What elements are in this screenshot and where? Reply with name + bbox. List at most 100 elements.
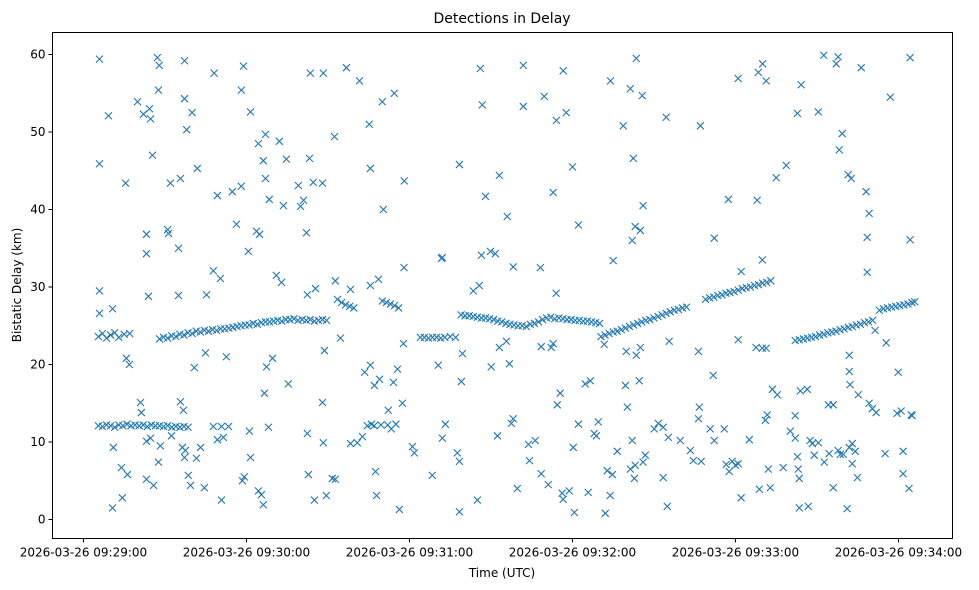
data-point-marker (290, 314, 298, 323)
data-point-marker (318, 179, 327, 188)
data-point-marker (537, 342, 546, 351)
data-point-marker (709, 293, 718, 301)
data-point-marker (370, 381, 379, 390)
data-point-marker (453, 448, 462, 457)
data-point-marker (904, 300, 912, 308)
data-point-marker (631, 222, 640, 231)
data-point-marker (811, 332, 820, 341)
data-point-marker (864, 317, 873, 326)
data-point-marker (200, 483, 209, 492)
data-point-marker (106, 421, 115, 430)
data-point-marker (706, 424, 715, 433)
data-point-marker (246, 453, 255, 462)
data-point-marker (650, 424, 659, 433)
data-point-marker (254, 486, 263, 495)
data-point-marker (622, 347, 631, 356)
data-point-marker (773, 390, 782, 399)
data-point-marker (503, 212, 512, 221)
data-point-marker (552, 116, 561, 125)
x-tick-label: 2026-03-26 09:33:00 (672, 546, 799, 560)
data-point-marker (848, 322, 857, 331)
data-point-marker (579, 317, 588, 325)
data-point-marker (216, 274, 225, 283)
data-point-marker (95, 286, 104, 295)
data-point-marker (628, 436, 637, 445)
data-point-marker (754, 280, 763, 289)
data-point-marker (834, 52, 843, 61)
data-point-marker (360, 368, 369, 377)
data-point-marker (552, 289, 561, 298)
data-point-marker (832, 327, 840, 336)
data-point-marker (142, 437, 151, 446)
data-point-marker (455, 160, 464, 169)
data-point-marker (192, 454, 201, 463)
data-point-marker (174, 244, 183, 253)
data-point-marker (155, 61, 164, 70)
data-point-marker (457, 377, 466, 386)
data-point-marker (856, 320, 865, 329)
data-point-marker (814, 107, 823, 116)
data-point-marker (814, 438, 823, 447)
data-point-marker (477, 314, 486, 322)
data-point-marker (154, 458, 163, 467)
data-point-marker (609, 256, 618, 265)
data-point-marker (118, 421, 127, 430)
data-point-marker (378, 97, 387, 106)
data-point-marker (306, 315, 315, 324)
data-point-marker (758, 344, 767, 353)
data-point-marker (142, 475, 151, 484)
data-point-marker (261, 130, 270, 139)
data-point-marker (108, 304, 117, 313)
data-point-marker (746, 283, 755, 291)
data-point-marker (562, 108, 571, 117)
data-point-marker (95, 309, 104, 318)
data-point-marker (836, 450, 845, 459)
data-point-marker (473, 496, 482, 505)
data-point-marker (594, 417, 603, 426)
data-point-marker (151, 421, 160, 430)
data-point-marker (109, 443, 118, 452)
data-point-marker (333, 295, 342, 304)
data-point-marker (632, 351, 641, 360)
data-point-marker (819, 330, 828, 339)
data-point-marker (761, 416, 770, 425)
data-point-marker (209, 266, 218, 275)
data-point-marker (536, 263, 545, 272)
data-point-marker (886, 93, 895, 102)
data-point-marker (268, 354, 277, 363)
data-point-marker (663, 502, 672, 511)
data-point-marker (400, 263, 408, 272)
data-point-marker (628, 236, 637, 245)
data-point-marker (722, 460, 731, 469)
data-point-marker (734, 74, 743, 83)
data-point-marker (367, 420, 376, 429)
data-point-marker (819, 51, 828, 60)
data-point-marker (164, 229, 173, 238)
data-point-marker (893, 409, 901, 418)
data-point-marker (245, 321, 254, 329)
data-point-marker (549, 188, 558, 197)
data-point-marker (630, 474, 639, 483)
data-point-marker (897, 407, 906, 415)
data-point-marker (829, 483, 838, 492)
data-point-marker (331, 475, 340, 484)
data-point-marker (210, 69, 219, 77)
data-point-marker (154, 86, 163, 95)
data-point-marker (337, 298, 346, 307)
data-point-marker (167, 431, 176, 440)
data-point-marker (393, 365, 402, 374)
data-point-marker (495, 171, 504, 180)
data-point-marker (390, 89, 399, 98)
data-point-marker (734, 335, 743, 344)
data-point-marker (540, 92, 549, 101)
data-point-marker (659, 423, 668, 432)
data-point-marker (795, 474, 804, 483)
data-point-marker (697, 457, 706, 466)
data-points (94, 51, 919, 518)
data-point-marker (574, 221, 583, 229)
data-point-marker (193, 164, 202, 173)
data-point-marker (597, 332, 605, 341)
data-point-marker (636, 226, 645, 235)
data-point-marker (908, 298, 916, 307)
